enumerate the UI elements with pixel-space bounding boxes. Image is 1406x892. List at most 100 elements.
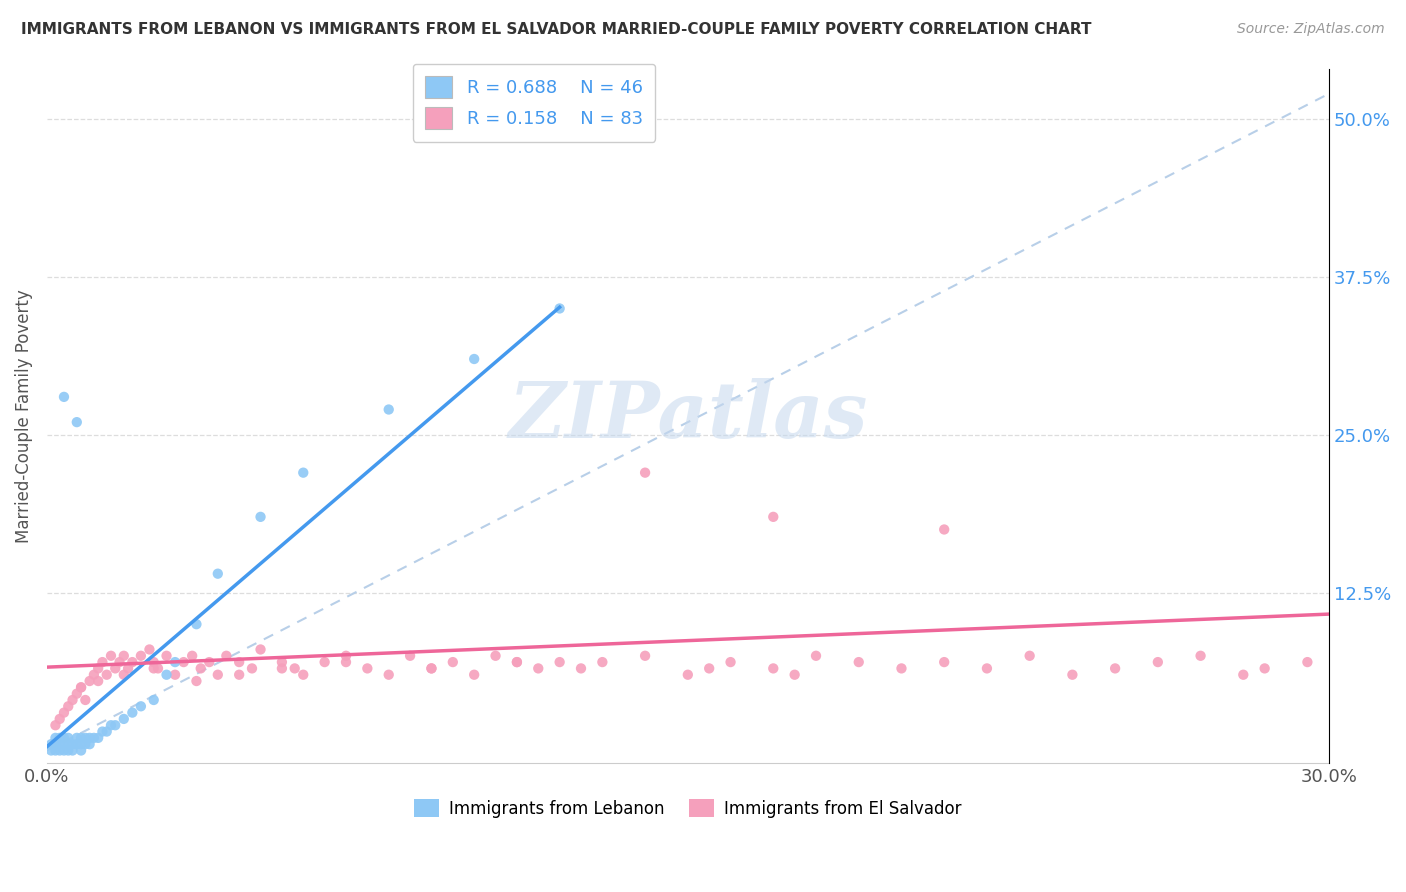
- Point: [165, 655, 187, 669]
- Point: [142, 655, 165, 669]
- Point: [108, 655, 131, 669]
- Point: [783, 667, 806, 681]
- Point: [58, 743, 80, 757]
- Point: [48, 712, 70, 726]
- Point: [506, 655, 529, 669]
- Point: [44, 737, 66, 751]
- Point: [240, 661, 263, 675]
- Point: [129, 648, 152, 663]
- Point: [62, 743, 84, 757]
- Point: [569, 661, 592, 675]
- Point: [634, 466, 657, 480]
- Point: [91, 724, 114, 739]
- Point: [112, 648, 135, 663]
- Point: [70, 681, 93, 695]
- Point: [1104, 661, 1126, 675]
- Y-axis label: Married-Couple Family Poverty: Married-Couple Family Poverty: [15, 289, 32, 542]
- Point: [484, 648, 506, 663]
- Point: [142, 661, 165, 675]
- Point: [100, 648, 122, 663]
- Point: [44, 718, 66, 732]
- Point: [112, 712, 135, 726]
- Point: [335, 655, 357, 669]
- Point: [79, 731, 101, 745]
- Point: [1189, 648, 1212, 663]
- Point: [165, 667, 187, 681]
- Point: [121, 706, 143, 720]
- Point: [112, 667, 135, 681]
- Point: [1253, 661, 1275, 675]
- Point: [146, 661, 169, 675]
- Point: [83, 667, 105, 681]
- Point: [75, 693, 97, 707]
- Point: [39, 743, 62, 757]
- Point: [79, 737, 101, 751]
- Point: [186, 673, 208, 688]
- Point: [335, 648, 357, 663]
- Point: [79, 673, 101, 688]
- Point: [62, 693, 84, 707]
- Point: [104, 718, 127, 732]
- Point: [142, 693, 165, 707]
- Point: [314, 655, 336, 669]
- Point: [58, 699, 80, 714]
- Point: [75, 731, 97, 745]
- Point: [62, 737, 84, 751]
- Point: [53, 731, 76, 745]
- Point: [377, 667, 399, 681]
- Point: [270, 655, 292, 669]
- Point: [48, 737, 70, 751]
- Point: [720, 655, 742, 669]
- Point: [66, 737, 89, 751]
- Point: [87, 661, 110, 675]
- Point: [66, 687, 89, 701]
- Point: [591, 655, 613, 669]
- Point: [249, 509, 271, 524]
- Point: [39, 737, 62, 751]
- Point: [506, 655, 529, 669]
- Point: [804, 648, 827, 663]
- Point: [292, 466, 315, 480]
- Point: [762, 509, 785, 524]
- Legend: Immigrants from Lebanon, Immigrants from El Salvador: Immigrants from Lebanon, Immigrants from…: [408, 793, 969, 824]
- Point: [91, 655, 114, 669]
- Point: [292, 667, 315, 681]
- Point: [207, 667, 229, 681]
- Point: [634, 648, 657, 663]
- Point: [87, 731, 110, 745]
- Point: [762, 661, 785, 675]
- Point: [104, 661, 127, 675]
- Point: [70, 743, 93, 757]
- Text: IMMIGRANTS FROM LEBANON VS IMMIGRANTS FROM EL SALVADOR MARRIED-COUPLE FAMILY POV: IMMIGRANTS FROM LEBANON VS IMMIGRANTS FR…: [21, 22, 1091, 37]
- Point: [399, 648, 422, 663]
- Point: [190, 661, 212, 675]
- Point: [48, 731, 70, 745]
- Point: [138, 642, 160, 657]
- Point: [58, 737, 80, 751]
- Point: [53, 390, 76, 404]
- Point: [377, 402, 399, 417]
- Point: [420, 661, 443, 675]
- Point: [83, 731, 105, 745]
- Point: [121, 655, 143, 669]
- Point: [548, 301, 571, 316]
- Point: [75, 737, 97, 751]
- Point: [270, 661, 292, 675]
- Text: ZIPatlas: ZIPatlas: [508, 377, 868, 454]
- Point: [198, 655, 221, 669]
- Point: [1147, 655, 1170, 669]
- Point: [548, 655, 571, 669]
- Point: [53, 737, 76, 751]
- Point: [87, 673, 110, 688]
- Point: [890, 661, 912, 675]
- Point: [420, 661, 443, 675]
- Point: [934, 523, 956, 537]
- Point: [1018, 648, 1040, 663]
- Point: [356, 661, 378, 675]
- Point: [463, 351, 485, 366]
- Point: [66, 731, 89, 745]
- Point: [1062, 667, 1084, 681]
- Point: [44, 743, 66, 757]
- Point: [66, 415, 89, 429]
- Point: [215, 648, 238, 663]
